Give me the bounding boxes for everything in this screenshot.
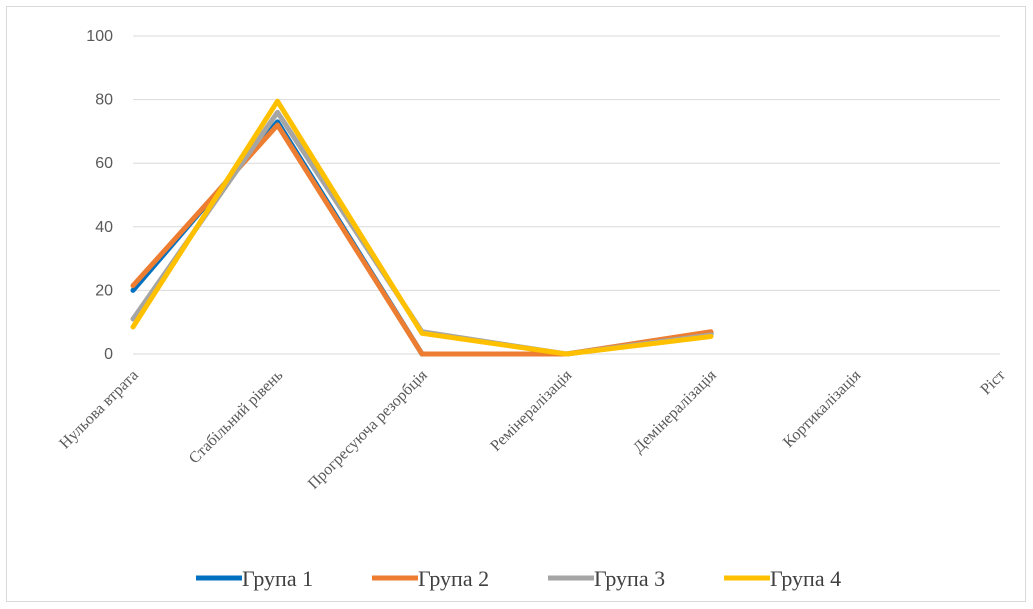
legend-label-4: Група 4 (770, 566, 841, 591)
legend-label-1: Група 1 (242, 566, 313, 591)
y-tick-label: 100 (86, 28, 113, 45)
x-tick-label: Прогресуюча резорбція (305, 366, 431, 492)
x-axis-ticks: Нульова втрата Стабільний рівень Прогресую… (56, 366, 1008, 492)
gridlines (133, 35, 1000, 355)
y-tick-label: 0 (104, 346, 113, 363)
x-tick-label: Ремінералізація (487, 366, 575, 454)
legend-label-2: Група 2 (418, 566, 489, 591)
legend-label-3: Група 3 (594, 566, 665, 591)
y-axis-ticks: 0 20 40 60 80 100 (86, 28, 113, 363)
y-tick-label: 20 (95, 282, 113, 299)
series-line-3 (130, 109, 714, 357)
chart-frame (6, 6, 1026, 602)
x-tick-label: Демінералізація (630, 366, 720, 456)
y-tick-label: 80 (95, 92, 113, 109)
x-tick-label: Ріст (977, 367, 1008, 398)
y-tick-label: 60 (95, 155, 113, 172)
series-line-2 (130, 122, 714, 357)
series-line-1 (130, 119, 714, 357)
x-tick-label: Стабільний рівень (186, 367, 287, 468)
x-tick-label: Кортикалізація (780, 366, 865, 451)
y-tick-label: 40 (95, 219, 113, 236)
legend: Група 1 Група 2 Група 3 Група 4 (196, 566, 841, 591)
series-line-4 (130, 98, 714, 357)
series-lines (130, 98, 714, 357)
x-tick-label: Нульова втрата (56, 367, 141, 452)
